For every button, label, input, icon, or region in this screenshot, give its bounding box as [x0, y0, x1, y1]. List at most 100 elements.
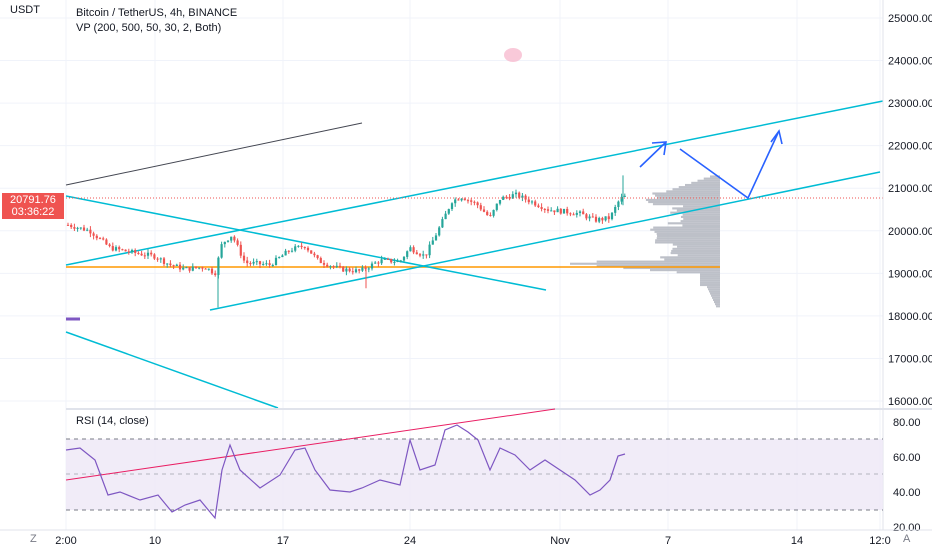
candle-body	[98, 238, 102, 240]
last-price: 20791.76	[10, 194, 56, 206]
candle-body	[210, 268, 214, 274]
price-tick-label: 20000.00	[888, 226, 932, 238]
candle-body	[489, 215, 492, 217]
candle-body	[89, 229, 92, 234]
lower-channel-line[interactable]	[209, 171, 881, 311]
lower-descending-line[interactable]	[65, 331, 279, 409]
zoom-icon[interactable]: Z	[30, 533, 37, 545]
candle-body	[572, 214, 575, 216]
candle-body	[316, 255, 319, 259]
rsi-axis[interactable]: 20.00 40.00 60.00 80.00	[893, 417, 921, 534]
candle-body	[105, 239, 108, 245]
candle-body	[287, 250, 290, 252]
candle-body	[204, 268, 207, 270]
candle-body	[294, 246, 297, 251]
candle-body	[217, 257, 220, 275]
candle-body	[492, 209, 495, 216]
projection-arrows[interactable]	[639, 129, 783, 200]
candle-body	[268, 263, 271, 266]
time-tick-label: 10	[149, 535, 161, 547]
candle-body	[473, 201, 476, 203]
candlestick-series	[66, 175, 626, 308]
candle-body	[386, 258, 390, 260]
vp-indicator-label[interactable]: VP (200, 500, 50, 30, 2, Both)	[76, 22, 222, 34]
candle-body	[246, 260, 249, 264]
candle-body	[406, 251, 409, 257]
candle-body	[578, 211, 582, 213]
horizontal-grid	[0, 17, 883, 402]
dark-trend-line[interactable]	[65, 122, 363, 186]
time-axis[interactable]: 2:00 10 17 24 Nov 7 14 12:0	[55, 535, 890, 547]
rsi-line	[65, 424, 626, 520]
candle-body	[306, 247, 310, 251]
candle-body	[351, 271, 354, 273]
candle-body	[310, 250, 313, 254]
rsi-tick-label: 40.00	[893, 487, 921, 499]
candle-body	[252, 261, 255, 264]
candle-body	[594, 216, 598, 222]
candle-body	[546, 209, 550, 211]
candle-body	[460, 198, 463, 201]
candle-body	[566, 208, 569, 214]
candle-body	[396, 260, 399, 262]
candle-body	[562, 208, 566, 214]
candle-body	[537, 205, 540, 208]
candle-body	[194, 266, 198, 268]
candle-body	[303, 247, 306, 249]
candle-body	[262, 263, 265, 265]
price-tick-label: 21000.00	[888, 183, 932, 195]
rsi-tick-label: 60.00	[893, 452, 921, 464]
candle-body	[457, 199, 460, 201]
candle-body	[172, 265, 175, 267]
candle-body	[300, 245, 303, 248]
currency-label: USDT	[10, 4, 40, 16]
rsi-indicator-label[interactable]: RSI (14, close)	[76, 415, 149, 427]
auto-scale-icon[interactable]: A	[903, 533, 911, 545]
candle-body	[335, 265, 338, 267]
candle-body	[338, 265, 342, 267]
candle-body	[482, 209, 486, 212]
candle-body	[188, 267, 191, 271]
candle-body	[322, 263, 326, 265]
time-tick-label: Nov	[550, 535, 570, 547]
candle-body	[479, 205, 482, 210]
candle-body	[281, 255, 284, 258]
rsi-trend-line[interactable]	[65, 408, 556, 481]
candle-body	[463, 198, 466, 201]
candle-body	[230, 236, 233, 241]
candle-body	[354, 269, 358, 273]
candle-body	[73, 227, 76, 229]
price-tick-label: 19000.00	[888, 268, 932, 280]
candle-body	[249, 263, 252, 265]
candle-body	[441, 219, 444, 228]
symbol-title[interactable]: Bitcoin / TetherUS, 4h, BINANCE	[76, 7, 238, 19]
upper-channel-line[interactable]	[65, 100, 884, 266]
candle-body	[95, 235, 98, 239]
candle-body	[431, 240, 434, 245]
candle-body	[153, 254, 156, 259]
candle-body	[108, 244, 111, 247]
candle-body	[361, 267, 364, 271]
descending-trend-line[interactable]	[65, 195, 547, 291]
candle-body	[150, 252, 153, 255]
candle-body	[514, 192, 518, 195]
candle-body	[617, 201, 620, 207]
candle-body	[92, 233, 95, 236]
candle-body	[620, 196, 623, 202]
candle-body	[214, 273, 217, 275]
candle-body	[86, 229, 89, 231]
candle-body	[610, 212, 614, 220]
price-axis[interactable]: 16000.00 17000.00 18000.00 19000.00 20000.00…	[888, 13, 932, 408]
candle-body	[374, 262, 377, 264]
candle-body	[434, 235, 438, 241]
candle-body	[66, 224, 70, 226]
candle-body	[550, 210, 553, 212]
candle-body	[585, 214, 588, 219]
candle-body	[319, 258, 322, 264]
alert-marker[interactable]	[504, 48, 522, 62]
candle-body	[476, 202, 479, 206]
candle-body	[166, 263, 169, 265]
candle-body	[201, 267, 204, 269]
candle-body	[326, 264, 329, 267]
